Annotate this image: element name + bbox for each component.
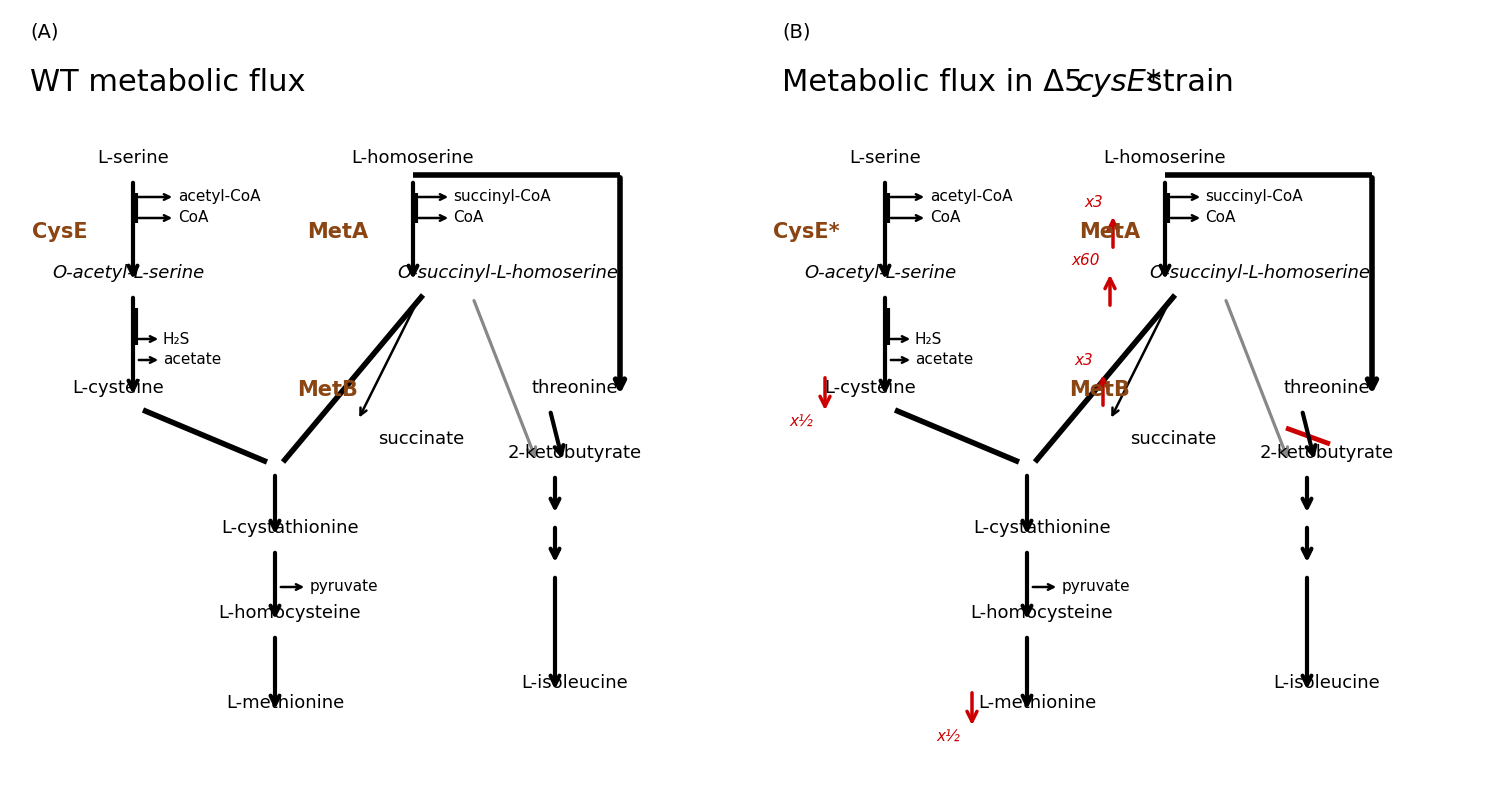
Text: pyruvate: pyruvate <box>1062 580 1131 595</box>
Text: O-succinyl-L-homoserine: O-succinyl-L-homoserine <box>398 264 618 282</box>
Text: Metabolic flux in Δ5: Metabolic flux in Δ5 <box>782 68 1094 97</box>
Text: CysE: CysE <box>33 222 88 242</box>
Text: (A): (A) <box>30 22 58 41</box>
Text: threonine: threonine <box>531 379 618 397</box>
Text: x3: x3 <box>1074 353 1094 368</box>
Text: succinate: succinate <box>1130 430 1216 448</box>
Text: pyruvate: pyruvate <box>310 580 378 595</box>
Text: x½: x½ <box>936 730 960 745</box>
Text: (B): (B) <box>782 22 810 41</box>
Text: acetate: acetate <box>164 353 222 367</box>
Text: L-methionine: L-methionine <box>226 694 344 712</box>
Text: WT metabolic flux: WT metabolic flux <box>30 68 306 97</box>
Text: L-cysteine: L-cysteine <box>824 379 916 397</box>
Text: L-cystathionine: L-cystathionine <box>220 519 358 537</box>
Text: 2-ketobutyrate: 2-ketobutyrate <box>509 444 642 462</box>
Text: H₂S: H₂S <box>915 331 942 347</box>
Text: O-acetyl-L-serine: O-acetyl-L-serine <box>804 264 956 282</box>
Text: succinyl-CoA: succinyl-CoA <box>1204 190 1302 205</box>
Text: O-acetyl-L-serine: O-acetyl-L-serine <box>53 264 204 282</box>
Text: CoA: CoA <box>1204 210 1236 225</box>
Text: MetB: MetB <box>1070 380 1130 400</box>
Text: L-cysteine: L-cysteine <box>72 379 164 397</box>
Text: L-homoserine: L-homoserine <box>351 149 474 167</box>
Text: CoA: CoA <box>930 210 960 225</box>
Text: x3: x3 <box>1084 195 1102 210</box>
Text: L-isoleucine: L-isoleucine <box>522 674 628 692</box>
Text: threonine: threonine <box>1284 379 1371 397</box>
Text: strain: strain <box>1137 68 1234 97</box>
Text: acetyl-CoA: acetyl-CoA <box>178 190 261 205</box>
Text: MetA: MetA <box>1078 222 1140 242</box>
Text: CysE*: CysE* <box>774 222 840 242</box>
Text: L-homocysteine: L-homocysteine <box>219 604 362 622</box>
Text: L-cystathionine: L-cystathionine <box>974 519 1112 537</box>
Text: 2-ketobutyrate: 2-ketobutyrate <box>1260 444 1394 462</box>
Text: L-homocysteine: L-homocysteine <box>970 604 1113 622</box>
Text: L-methionine: L-methionine <box>978 694 1096 712</box>
Text: CoA: CoA <box>453 210 483 225</box>
Text: L-isoleucine: L-isoleucine <box>1274 674 1380 692</box>
Text: acetate: acetate <box>915 353 974 367</box>
Text: L-serine: L-serine <box>849 149 921 167</box>
Text: succinate: succinate <box>378 430 465 448</box>
Text: x60: x60 <box>1071 253 1100 268</box>
Text: MetB: MetB <box>297 380 358 400</box>
Text: L-homoserine: L-homoserine <box>1104 149 1227 167</box>
Text: CoA: CoA <box>178 210 209 225</box>
Text: cysE*: cysE* <box>1077 68 1162 97</box>
Text: H₂S: H₂S <box>164 331 190 347</box>
Text: acetyl-CoA: acetyl-CoA <box>930 190 1013 205</box>
Text: succinyl-CoA: succinyl-CoA <box>453 190 550 205</box>
Text: O-succinyl-L-homoserine: O-succinyl-L-homoserine <box>1149 264 1371 282</box>
Text: L-serine: L-serine <box>98 149 170 167</box>
Text: MetA: MetA <box>308 222 368 242</box>
Text: x½: x½ <box>789 415 813 430</box>
